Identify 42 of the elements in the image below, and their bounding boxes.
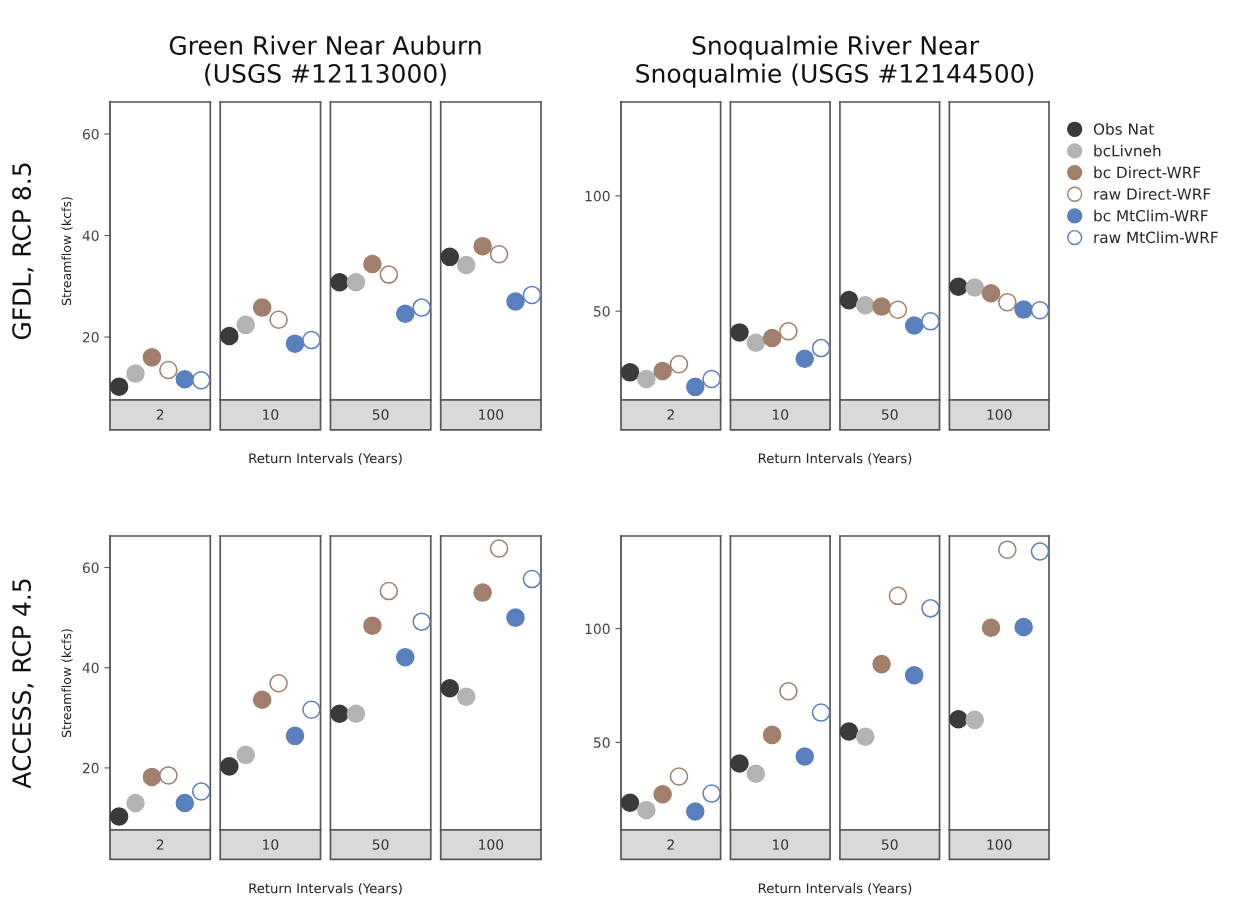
y-tick-label: 60: [82, 128, 99, 140]
y-tick-label: 100: [585, 623, 610, 635]
legend-label: raw Direct-WRF: [1094, 187, 1211, 200]
x-tick-label: 10: [263, 839, 279, 850]
x-tick-label: 10: [772, 839, 789, 850]
y-tick-label: 40: [82, 662, 99, 674]
y-tick-label: 20: [82, 762, 99, 774]
x-axis-title: Return Intervals (Years): [249, 883, 402, 895]
y-tick-label: 20: [82, 332, 99, 343]
text: ACCESS, RCP 4.5: [12, 579, 34, 789]
x-tick-label: 50: [881, 839, 898, 850]
x-tick-label: 100: [479, 409, 504, 420]
x-axis-title: Return Intervals (Years): [249, 453, 402, 465]
text: GFDL, RCP 8.5: [12, 163, 34, 340]
y-tick-label: 60: [82, 562, 99, 574]
x-tick-label: 100: [987, 839, 1012, 850]
chart-title: Green River Near Auburn (USGS #12113000): [169, 35, 481, 86]
chart-title: Snoqualmie River Near Snoqualmie (USGS #12144500): [636, 35, 1034, 88]
legend-label: bc Direct-WRF: [1094, 166, 1201, 179]
x-tick-label: 2: [156, 839, 164, 850]
legend-label: Obs Nat: [1093, 123, 1154, 135]
y-tick-label: 100: [585, 190, 610, 202]
y-tick-label: 50: [593, 306, 610, 317]
legend-label: raw MtClim-WRF: [1094, 231, 1218, 244]
x-tick-label: 10: [263, 409, 279, 420]
x-axis-title: Return Intervals (Years): [758, 453, 912, 465]
x-tick-label: 50: [881, 409, 898, 420]
x-tick-label: 2: [667, 839, 674, 850]
x-tick-label: 50: [372, 409, 389, 420]
y-tick-label: 40: [82, 230, 99, 241]
y-axis-title: Streamflow (kcfs): [61, 629, 73, 738]
legend-label: bcLivneh: [1094, 144, 1161, 157]
y-axis-title: Streamflow (kcfs): [61, 197, 73, 306]
x-tick-label: 10: [772, 409, 789, 420]
x-axis-title: Return Intervals (Years): [758, 883, 912, 895]
x-tick-label: 50: [372, 839, 389, 850]
x-tick-label: 100: [479, 839, 504, 850]
y-tick-label: 50: [593, 737, 610, 748]
x-tick-label: 2: [156, 409, 164, 420]
legend-label: bc MtClim-WRF: [1094, 209, 1208, 222]
x-tick-label: 2: [667, 409, 674, 420]
x-tick-label: 100: [987, 409, 1012, 420]
